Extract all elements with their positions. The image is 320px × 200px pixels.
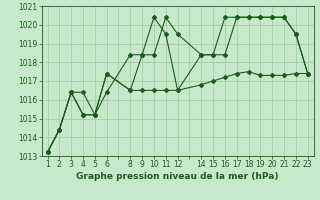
X-axis label: Graphe pression niveau de la mer (hPa): Graphe pression niveau de la mer (hPa) [76,172,279,181]
